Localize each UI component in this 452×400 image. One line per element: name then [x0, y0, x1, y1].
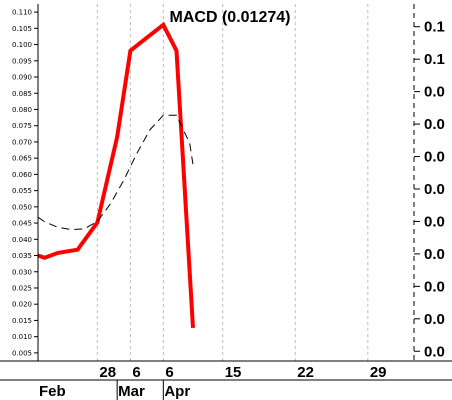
- left-tick-label-8: 0.045: [12, 220, 32, 228]
- left-tick-label-0: 0.005: [12, 349, 32, 357]
- left-tick-label-2: 0.015: [12, 317, 32, 325]
- right-tick-label-2: 0.0: [424, 278, 445, 295]
- left-tick-label-17: 0.090: [12, 74, 32, 82]
- left-tick-label-13: 0.070: [12, 138, 32, 146]
- x-tick-label-2: 6: [165, 364, 173, 381]
- left-tick-label-1: 0.010: [12, 333, 32, 341]
- left-tick-label-7: 0.040: [12, 236, 32, 244]
- chart-title: MACD (0.01274): [170, 9, 291, 26]
- x-tick-label-3: 15: [225, 364, 242, 381]
- right-tick-label-3: 0.0: [424, 246, 445, 263]
- left-tick-label-10: 0.055: [12, 187, 32, 195]
- right-tick-label-1: 0.0: [424, 311, 445, 328]
- month-label-2: Apr: [164, 383, 190, 400]
- left-tick-label-15: 0.080: [12, 106, 32, 114]
- left-tick-label-16: 0.085: [12, 90, 32, 98]
- left-tick-label-3: 0.020: [12, 301, 32, 309]
- right-tick-label-8: 0.0: [424, 84, 445, 101]
- right-tick-label-4: 0.0: [424, 213, 445, 230]
- month-label-0: Feb: [39, 383, 66, 400]
- left-tick-label-18: 0.095: [12, 57, 32, 65]
- left-tick-label-14: 0.075: [12, 122, 32, 130]
- x-tick-label-5: 29: [370, 364, 387, 381]
- left-tick-label-19: 0.100: [12, 41, 32, 49]
- left-tick-label-20: 0.105: [12, 25, 32, 33]
- x-tick-label-1: 6: [132, 364, 140, 381]
- x-tick-label-4: 22: [297, 364, 314, 381]
- right-tick-label-5: 0.0: [424, 181, 445, 198]
- left-tick-label-9: 0.050: [12, 203, 32, 211]
- right-tick-label-0: 0.0: [424, 343, 445, 360]
- left-tick-label-4: 0.025: [12, 284, 32, 292]
- right-tick-label-9: 0.1: [424, 51, 445, 68]
- right-tick-label-6: 0.0: [424, 149, 445, 166]
- right-tick-label-10: 0.1: [424, 19, 445, 36]
- left-tick-label-21: 0.110: [12, 9, 32, 17]
- right-tick-label-7: 0.0: [424, 116, 445, 133]
- left-tick-label-11: 0.060: [12, 171, 32, 179]
- left-tick-label-5: 0.030: [12, 268, 32, 276]
- left-tick-label-12: 0.065: [12, 155, 32, 163]
- x-tick-label-0: 28: [99, 364, 116, 381]
- signal-line: [37, 114, 194, 231]
- macd-line: [37, 21, 195, 329]
- left-tick-label-6: 0.035: [12, 252, 32, 260]
- month-label-1: Mar: [118, 383, 145, 400]
